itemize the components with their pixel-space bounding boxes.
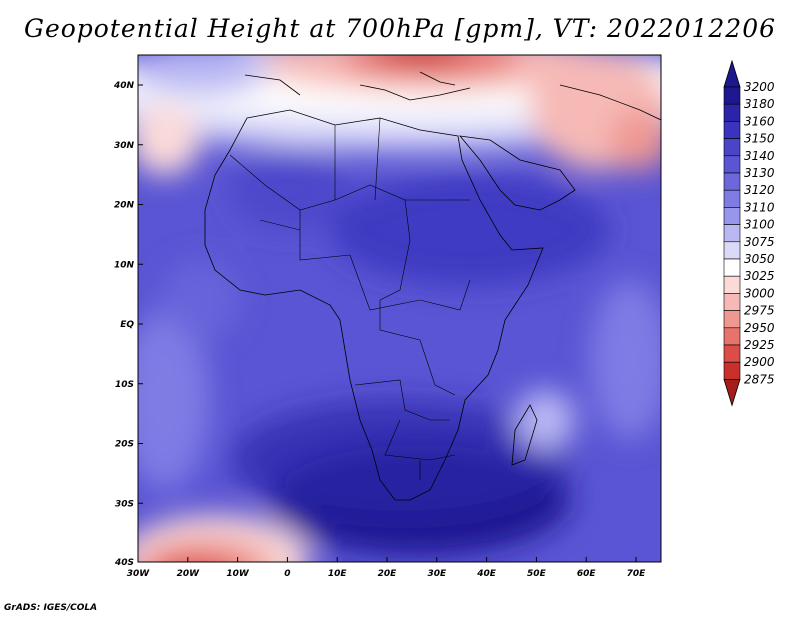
colorbar-label: 2950 [744, 321, 775, 335]
colorbar-label: 2925 [744, 338, 775, 352]
colorbar-label: 3150 [744, 132, 775, 146]
colorbar-swatch [723, 224, 741, 243]
latitude-axis: 40N 30N 20N 10N EQ 10S 20S 30S 40S [113, 81, 143, 568]
colorbar-label: 2875 [744, 372, 775, 386]
lat-tick-label: 20N [114, 201, 135, 211]
lat-tick-label: EQ [120, 320, 134, 330]
longitude-axis: 30W 20W 10W 0 10E 20E 30E 40E 50E 60E 70E [127, 557, 646, 579]
colorbar-swatch [723, 172, 741, 191]
colorbar-swatch [723, 241, 741, 260]
colorbar-swatch [723, 275, 741, 294]
lon-tick-label: 50E [527, 569, 547, 579]
lon-tick-label: 60E [577, 569, 597, 579]
colorbar-label: 3075 [744, 235, 775, 249]
colorbar-swatch [723, 361, 741, 380]
colorbar-swatch [723, 258, 741, 277]
colorbar-swatch [723, 327, 741, 346]
coastlines [204, 71, 661, 501]
colorbar-label: 2900 [744, 355, 775, 369]
lat-tick-label: 10N [114, 260, 135, 270]
colorbar-swatch [723, 138, 741, 157]
lon-tick-label: 20E [378, 569, 398, 579]
colorbar-swatch [723, 293, 741, 311]
colorbar-swatch [723, 344, 741, 363]
lon-tick-label: 10W [226, 569, 250, 579]
lon-tick-label: 70E [627, 569, 647, 579]
colorbar-label: 3130 [744, 166, 775, 180]
colorbar-label: 3110 [744, 200, 775, 214]
lat-tick-label: 40S [114, 558, 134, 568]
colorbar: 3200 3180 3160 3150 3140 3130 3120 3110 3100 3075… [723, 59, 775, 407]
lat-tick-label: 30N [114, 141, 135, 151]
colorbar-label: 3100 [744, 218, 775, 232]
height-field [138, 55, 661, 562]
colorbar-swatch [723, 121, 741, 139]
colorbar-label: 3140 [744, 149, 775, 163]
lon-tick-label: 30E [427, 569, 447, 579]
colorbar-label: 3160 [744, 114, 775, 128]
lat-tick-label: 10S [115, 380, 134, 390]
lon-tick-label: 10E [328, 569, 348, 579]
colorbar-swatch [723, 86, 741, 105]
colorbar-label: 2975 [744, 304, 775, 318]
colorbar-top-arrow [723, 59, 741, 88]
colorbar-swatch [723, 207, 741, 225]
colorbar-label: 3200 [744, 80, 775, 94]
colorbar-label: 3120 [744, 183, 775, 197]
lon-tick-label: 20W [177, 569, 201, 579]
colorbar-label: 3000 [744, 286, 775, 300]
colorbar-label: 3050 [744, 252, 775, 266]
colorbar-swatch [723, 310, 741, 329]
lon-tick-label: 30W [127, 569, 151, 579]
map-frame [137, 54, 662, 563]
lat-tick-label: 20S [115, 440, 134, 450]
lat-tick-label: 30S [115, 499, 134, 509]
country-borders [229, 117, 471, 480]
colorbar-swatch [723, 155, 741, 174]
map-title: Geopotential Height at 700hPa [gpm], VT:… [23, 14, 777, 43]
colorbar-label: 3025 [744, 269, 775, 283]
lon-tick-label: 0 [284, 569, 290, 579]
colorbar-label: 3180 [744, 97, 775, 111]
credit-label: GrADS: IGES/COLA [4, 603, 98, 613]
lat-tick-label: 40N [113, 81, 135, 91]
lon-tick-label: 40E [476, 569, 497, 579]
colorbar-swatch [723, 189, 741, 208]
colorbar-bottom-arrow [723, 379, 741, 407]
colorbar-swatch [723, 103, 741, 122]
